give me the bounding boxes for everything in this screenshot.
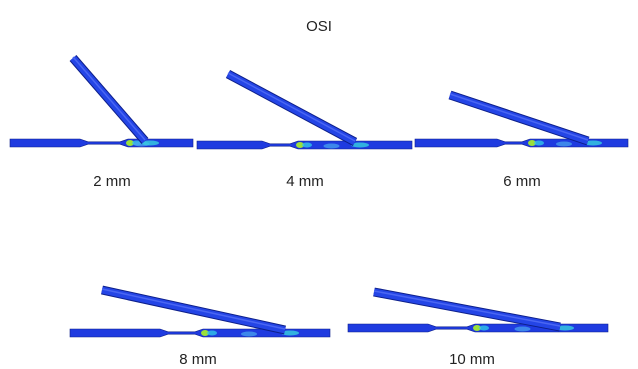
panel-label: 8 mm — [179, 351, 217, 368]
mid-osi-spot — [515, 327, 531, 332]
mid-osi-spot — [556, 142, 572, 147]
figure-title: OSI — [306, 18, 332, 35]
panel-label: 4 mm — [286, 173, 324, 190]
mid-osi-spot — [241, 332, 257, 337]
figure: OSI 2 mm 4 mm 6 mm 8 mm 10 mm — [0, 0, 638, 369]
mid-osi-spot — [324, 144, 340, 149]
branch-highlight — [73, 57, 145, 140]
simulation-images — [10, 57, 628, 337]
branch-highlight — [374, 291, 560, 326]
mid-osi-spot — [302, 143, 312, 148]
mid-osi-spot — [207, 331, 217, 336]
branch — [102, 290, 285, 330]
vessel — [10, 139, 193, 147]
branch — [450, 95, 588, 141]
branch — [228, 74, 355, 142]
branch-highlight — [450, 94, 588, 140]
branch — [374, 292, 560, 327]
mid-osi-spot — [479, 326, 489, 331]
mid-osi-spot — [534, 141, 544, 146]
branch-highlight — [228, 73, 355, 141]
branch-highlight — [102, 289, 285, 329]
panel-label: 6 mm — [503, 173, 541, 190]
panel-label: 10 mm — [449, 351, 495, 368]
panel-label: 2 mm — [93, 173, 131, 190]
